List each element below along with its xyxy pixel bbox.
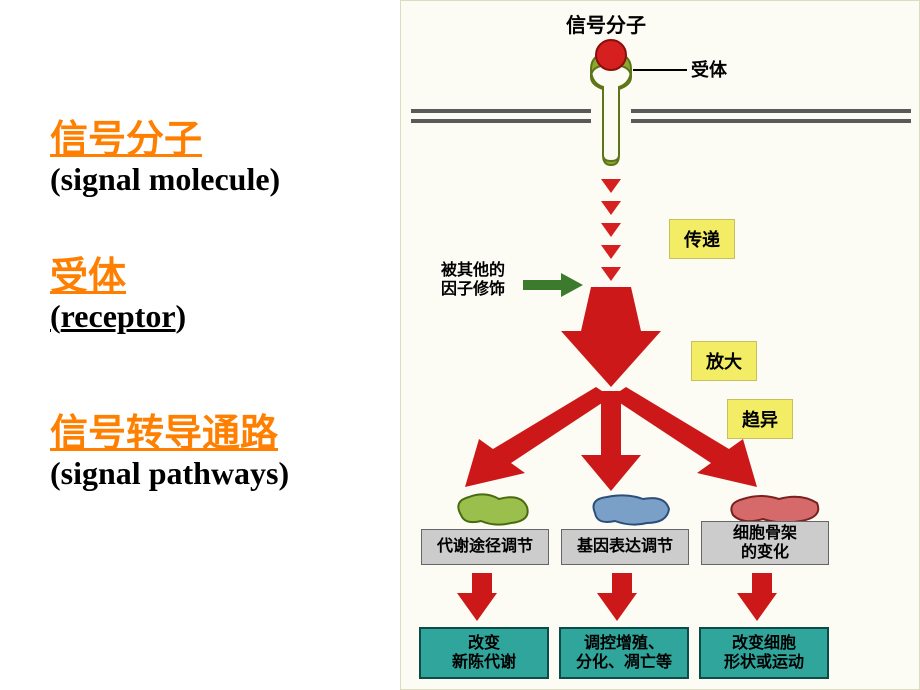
cascade-arrow-icon bbox=[601, 223, 621, 237]
cascade-arrow-icon bbox=[601, 179, 621, 193]
outcome-arrow-3-icon bbox=[747, 573, 777, 621]
term-cn: 信号转导通路 bbox=[50, 414, 390, 456]
membrane-line-2b bbox=[631, 119, 911, 123]
receptor-icon bbox=[575, 35, 647, 175]
effector-box-1: 代谢途径调节 bbox=[421, 529, 549, 565]
effector-box-2: 基因表达调节 bbox=[561, 529, 689, 565]
term-en: (receptor) bbox=[50, 299, 390, 334]
term-signal-pathways: 信号转导通路 (signal pathways) bbox=[50, 414, 390, 491]
effector-blob-1-icon bbox=[451, 491, 531, 527]
terms-column: 信号分子 (signal molecule) 受体 (receptor) 信号转… bbox=[50, 120, 390, 551]
membrane-line-1b bbox=[631, 109, 911, 113]
cascade-arrow-icon bbox=[601, 201, 621, 215]
outcome-box-1: 改变 新陈代谢 bbox=[419, 627, 549, 679]
effector-blob-2-icon bbox=[587, 493, 671, 527]
outcome-arrow-2-icon bbox=[607, 573, 637, 621]
outcome-arrow-1-icon bbox=[467, 573, 497, 621]
term-cn: 受体 bbox=[50, 257, 390, 299]
effector-box-3: 细胞骨架 的变化 bbox=[701, 521, 829, 565]
membrane-line-2 bbox=[411, 119, 591, 123]
signal-pathway-diagram: 信号分子 受体 被其他的 因子修饰 传递 放大 趋异 bbox=[400, 0, 920, 690]
receptor-pointer bbox=[633, 63, 689, 77]
split-arrows-icon bbox=[441, 287, 821, 497]
term-en: (signal molecule) bbox=[50, 162, 390, 197]
cascade-arrow-icon bbox=[601, 267, 621, 281]
label-receptor: 受体 bbox=[691, 56, 727, 82]
term-en: (signal pathways) bbox=[50, 456, 390, 491]
label-signal-molecule: 信号分子 bbox=[566, 9, 646, 38]
membrane-line-1 bbox=[411, 109, 591, 113]
outcome-box-3: 改变细胞 形状或运动 bbox=[699, 627, 829, 679]
term-cn: 信号分子 bbox=[50, 120, 390, 162]
term-signal-molecule: 信号分子 (signal molecule) bbox=[50, 120, 390, 197]
outcome-box-2: 调控增殖、 分化、凋亡等 bbox=[559, 627, 689, 679]
term-receptor: 受体 (receptor) bbox=[50, 257, 390, 334]
cascade-arrow-icon bbox=[601, 245, 621, 259]
stage-transmit: 传递 bbox=[669, 219, 735, 259]
